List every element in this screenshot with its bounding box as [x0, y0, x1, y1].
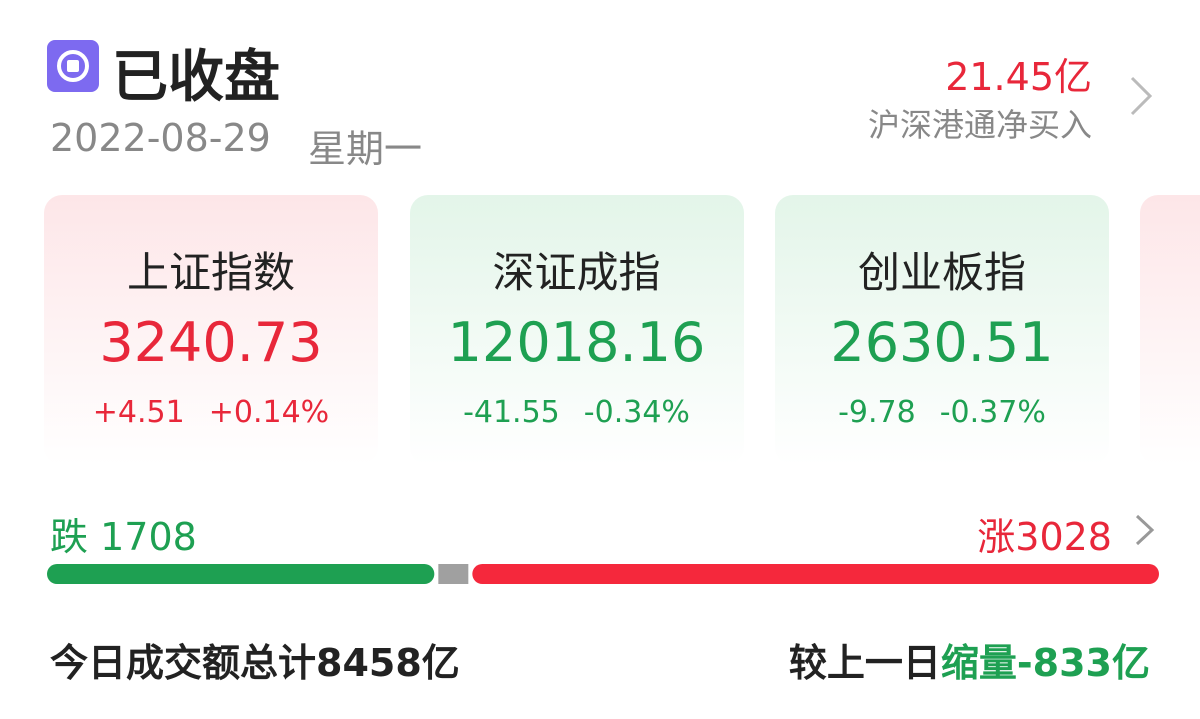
change: -41.55	[463, 395, 560, 430]
rise-count: 涨3028	[977, 506, 1112, 561]
index-card[interactable]	[1140, 195, 1200, 465]
status: 已收盘	[112, 45, 280, 110]
compare-value: 缩量-833亿	[940, 641, 1150, 685]
change-pct: -0.34%	[583, 395, 690, 430]
rise-segment	[472, 564, 1159, 584]
turnover-label: 今日成交额总计	[50, 641, 317, 685]
change-pct: -0.37%	[939, 395, 1046, 430]
index-name: 深证成指	[492, 248, 661, 297]
index-value: 3240.73	[99, 311, 323, 374]
fall-label: 跌	[50, 515, 89, 559]
index-change: -9.78 -0.37%	[775, 395, 1109, 430]
flow-amount[interactable]: 21.45亿	[945, 55, 1092, 99]
change: +4.51	[92, 395, 185, 430]
turnover: 今日成交额总计8458亿	[50, 632, 460, 687]
index-change: -41.55 -0.34%	[410, 395, 744, 430]
index-value: 2630.51	[830, 311, 1054, 374]
turnover-compare: 较上一日缩量-833亿	[789, 632, 1150, 687]
change: -9.78	[838, 395, 916, 430]
index-value: 12018.16	[447, 311, 706, 374]
fall-count: 跌 1708	[50, 506, 197, 561]
index-change: +4.51 +0.14%	[44, 395, 378, 430]
chevron[interactable]	[1132, 512, 1158, 548]
compare-label: 较上一日	[788, 641, 941, 685]
status-icon	[47, 40, 99, 92]
breadth-bar	[47, 564, 1159, 584]
rise-value: 3028	[1015, 515, 1112, 559]
date: 2022-08-29	[50, 116, 271, 160]
flat-segment	[438, 564, 469, 584]
fall-segment	[47, 564, 435, 584]
index-card[interactable]: 深证成指 12018.16 -41.55 -0.34%	[409, 195, 744, 465]
weekday: 星期一	[308, 127, 423, 171]
flow-label[interactable]: 沪深港通净买入	[867, 106, 1092, 144]
turnover-value: 8458亿	[316, 641, 460, 685]
index-card[interactable]: 上证指数 3240.73 +4.51 +0.14%	[44, 195, 378, 465]
index-card[interactable]: 创业板指 2630.51 -9.78 -0.37%	[775, 195, 1109, 465]
index-name: 创业板指	[857, 248, 1026, 297]
chevron[interactable]	[1126, 74, 1156, 118]
rise-label: 涨	[977, 515, 1016, 559]
index-name: 上证指数	[126, 248, 295, 297]
fall-value: 1708	[100, 515, 197, 559]
change-pct: +0.14%	[208, 395, 330, 430]
